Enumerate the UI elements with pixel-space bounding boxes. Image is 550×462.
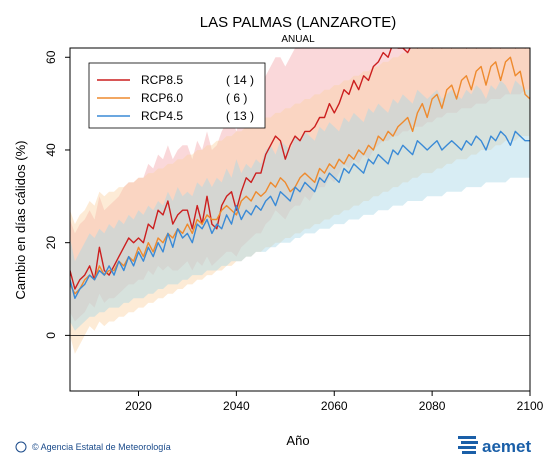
- legend-count-rcp45: ( 13 ): [226, 109, 254, 123]
- band-rcp85: [70, 48, 530, 322]
- aemet-logo-text: aemet: [482, 437, 531, 456]
- y-tick-label: 40: [44, 143, 58, 157]
- band-rcp45: [70, 80, 530, 331]
- legend-box: [88, 62, 266, 129]
- series-rcp45: [70, 130, 530, 299]
- x-tick-label: 2020: [125, 399, 152, 413]
- copyright-icon: [15, 441, 27, 453]
- legend-label-rcp45: RCP4.5: [141, 109, 183, 123]
- chart-subtitle: ANUAL: [281, 34, 315, 45]
- legend-count-rcp85: ( 14 ): [226, 73, 254, 87]
- series-lines: [70, 48, 530, 299]
- y-axis: 0 20 40 60: [44, 50, 70, 339]
- x-tick-label: 2080: [419, 399, 446, 413]
- x-tick-label: 2060: [321, 399, 348, 413]
- aemet-logo: aemet: [458, 436, 531, 456]
- legend-count-rcp60: ( 6 ): [226, 91, 247, 105]
- y-tick-label: 20: [44, 236, 58, 250]
- x-axis: 2020 2040 2060 2080 2100: [125, 391, 544, 413]
- x-axis-label: Año: [286, 433, 309, 448]
- series-rcp60: [70, 56, 530, 295]
- series-rcp85: [70, 48, 527, 290]
- y-tick-label: 0: [44, 332, 58, 339]
- x-tick-label: 2100: [517, 399, 544, 413]
- plot-frame: [69, 47, 531, 392]
- credit-text: © Agencia Estatal de Meteorología: [32, 442, 171, 452]
- legend: RCP8.5 ( 14 ) RCP6.0 ( 6 ) RCP4.5 ( 13 ): [88, 62, 266, 129]
- x-tick-label: 2040: [223, 399, 250, 413]
- aemet-logo-icon: [458, 436, 478, 454]
- y-tick-label: 60: [44, 50, 58, 64]
- legend-label-rcp85: RCP8.5: [141, 73, 183, 87]
- y-axis-label: Cambio en días cálidos (%): [13, 141, 28, 300]
- chart-title: LAS PALMAS (LANZAROTE): [200, 14, 396, 31]
- legend-label-rcp60: RCP6.0: [141, 91, 183, 105]
- credit: © Agencia Estatal de Meteorología: [15, 441, 171, 453]
